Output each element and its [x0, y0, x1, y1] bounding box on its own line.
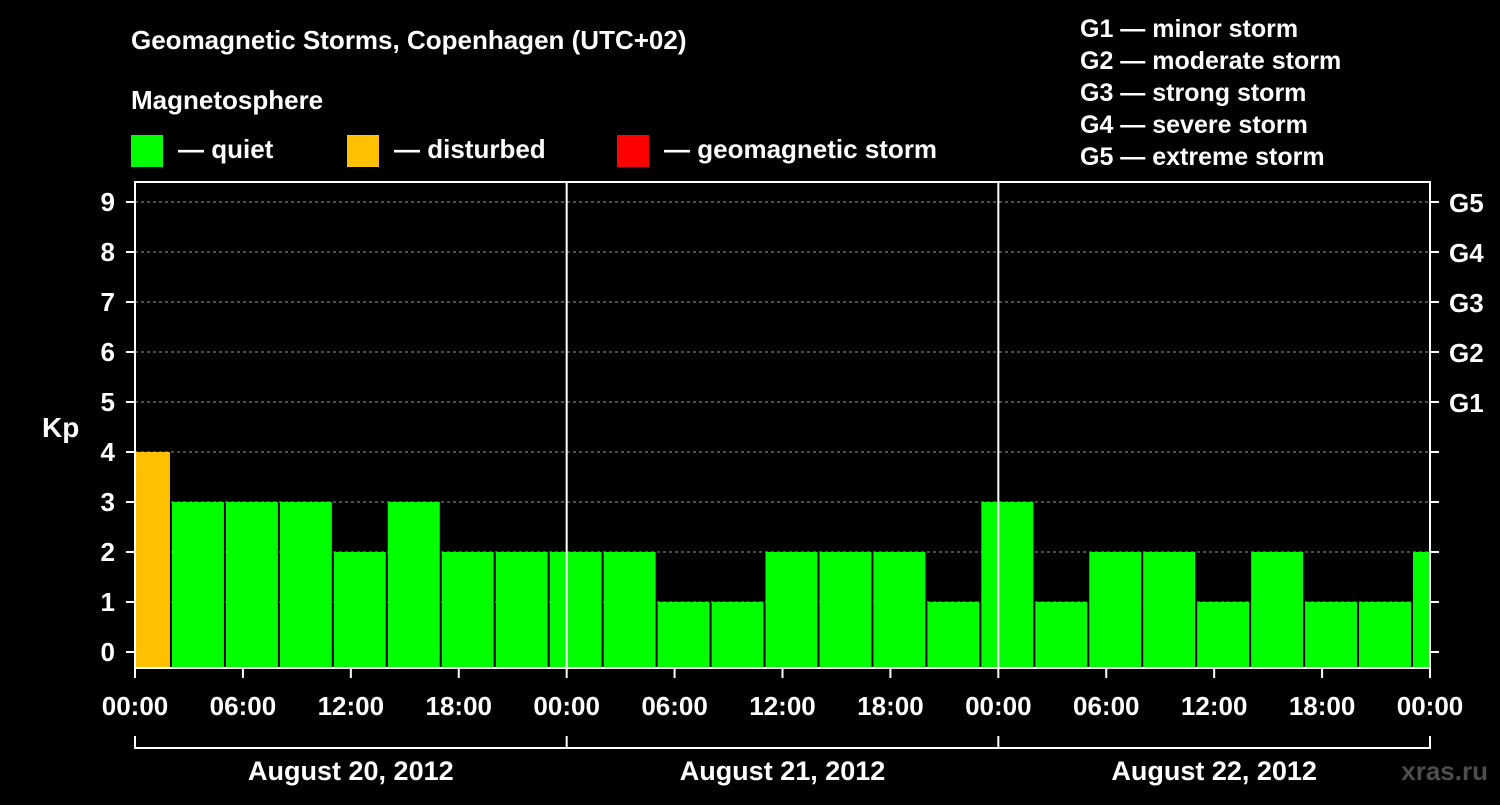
kp-bar [387, 502, 440, 668]
g-scale-label: G2 [1449, 338, 1484, 368]
x-tick-label: 12:00 [318, 691, 385, 721]
kp-bar [765, 552, 818, 668]
kp-bar [1359, 602, 1412, 668]
g-scale-label: G4 [1449, 238, 1484, 268]
g-scale-label: G5 [1449, 188, 1484, 218]
x-tick-label: 06:00 [210, 691, 277, 721]
storm-scale-g4: G4 — severe storm [1080, 111, 1308, 139]
kp-bar [1251, 552, 1304, 668]
kp-bar [136, 452, 170, 668]
legend-swatch-storm [617, 135, 649, 167]
y-axis-label: Kp [42, 412, 79, 443]
kp-bar [1197, 602, 1250, 668]
kp-bar [171, 502, 224, 668]
y-tick-label: 6 [101, 337, 115, 367]
storm-scale-g2: G2 — moderate storm [1080, 47, 1341, 75]
day-label: August 20, 2012 [248, 756, 454, 786]
y-tick-label: 1 [101, 587, 115, 617]
legend-label-quiet: — quiet [178, 134, 274, 164]
kp-bar [873, 552, 926, 668]
kp-bar [819, 552, 872, 668]
x-tick-label: 00:00 [533, 691, 600, 721]
x-tick-label: 00:00 [102, 691, 169, 721]
legend-swatch-disturbed [347, 135, 379, 167]
x-tick-label: 12:00 [749, 691, 816, 721]
y-tick-label: 8 [101, 237, 115, 267]
x-tick-label: 18:00 [426, 691, 493, 721]
x-tick-label: 12:00 [1181, 691, 1248, 721]
x-tick-label: 18:00 [1289, 691, 1356, 721]
kp-bar [1035, 602, 1088, 668]
kp-bar [1413, 552, 1429, 668]
chart-title: Geomagnetic Storms, Copenhagen (UTC+02) [131, 25, 686, 55]
legend-heading: Magnetosphere [131, 85, 323, 115]
kp-bar [981, 502, 1034, 668]
g-scale-label: G1 [1449, 388, 1484, 418]
bars [136, 452, 1429, 668]
g-scale-label: G3 [1449, 288, 1484, 318]
x-tick-label: 00:00 [965, 691, 1032, 721]
axes: 0 1 2 3 4 5 6 7 8 9 G1 G2 G3 G4 G5 00:00 06:00 12:00 18:00… [101, 181, 1484, 786]
legend-swatch-quiet [131, 135, 163, 167]
storm-scale-g3: G3 — strong storm [1080, 79, 1306, 107]
x-tick-label: 06:00 [1073, 691, 1140, 721]
day-label: August 22, 2012 [1111, 756, 1317, 786]
x-tick-label: 18:00 [857, 691, 924, 721]
x-tick-label: 00:00 [1397, 691, 1464, 721]
watermark: xras.ru [1401, 756, 1488, 786]
kp-bar [1089, 552, 1142, 668]
kp-bar [441, 552, 494, 668]
storm-scale-g1: G1 — minor storm [1080, 15, 1298, 43]
kp-bar [549, 552, 602, 668]
kp-bar [1143, 552, 1196, 668]
kp-bar [279, 502, 332, 668]
y-tick-label: 4 [101, 437, 116, 467]
day-label: August 21, 2012 [680, 756, 886, 786]
kp-bar [333, 552, 386, 668]
kp-bar [711, 602, 764, 668]
legend-label-disturbed: — disturbed [394, 134, 546, 164]
kp-bar [603, 552, 656, 668]
legend-label-storm: — geomagnetic storm [664, 134, 937, 164]
kp-bar [927, 602, 980, 668]
kp-bar [657, 602, 710, 668]
y-tick-label: 3 [101, 487, 115, 517]
kp-bar [495, 552, 548, 668]
storm-scale-g5: G5 — extreme storm [1080, 143, 1325, 171]
y-tick-label: 7 [101, 287, 115, 317]
y-tick-label: 2 [101, 537, 115, 567]
kp-bar [1305, 602, 1358, 668]
y-tick-label: 0 [101, 637, 115, 667]
x-tick-label: 06:00 [641, 691, 708, 721]
y-tick-label: 9 [101, 187, 115, 217]
y-tick-label: 5 [101, 387, 115, 417]
kp-bar [225, 502, 278, 668]
